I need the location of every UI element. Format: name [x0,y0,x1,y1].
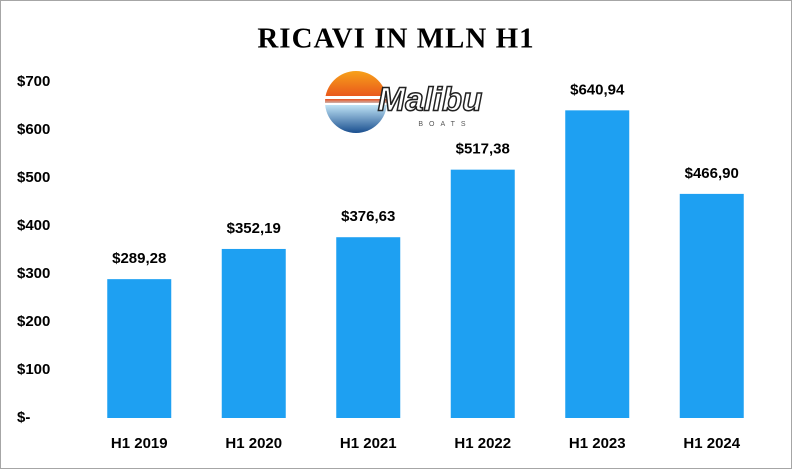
value-label: $640,94 [570,81,625,98]
logo: Malibu BOATS [322,71,483,133]
value-label: $289,28 [112,250,166,267]
value-label: $376,63 [341,208,395,225]
y-tick-label: $100 [17,361,50,378]
chart-title: RICAVI IN MLN H1 [257,23,534,55]
bar [336,237,401,418]
logo-stripe [322,96,402,99]
y-tick-label: $- [17,409,30,426]
y-tick-label: $500 [17,169,50,186]
bar [450,169,515,418]
y-tick-label: $200 [17,313,50,330]
bar [679,193,744,418]
value-label: $352,19 [227,220,281,237]
y-tick-label: $300 [17,265,50,282]
logo-text: Malibu [378,81,483,118]
x-tick-label: H1 2022 [454,435,511,452]
bar [565,110,630,418]
y-tick-label: $700 [17,73,50,90]
value-label: $517,38 [456,141,510,158]
logo-sun [325,71,387,133]
bar [221,248,286,418]
x-tick-label: H1 2020 [225,435,282,452]
x-tick-label: H1 2023 [569,435,626,452]
x-tick-label: H1 2021 [340,435,397,452]
y-tick-label: $600 [17,121,50,138]
value-label: $466,90 [685,165,739,182]
bar [107,279,172,418]
logo-stripe [322,103,402,105]
y-tick-label: $400 [17,217,50,234]
x-tick-label: H1 2024 [683,435,740,452]
logo-subtitle: BOATS [418,121,471,128]
x-tick-label: H1 2019 [111,435,168,452]
